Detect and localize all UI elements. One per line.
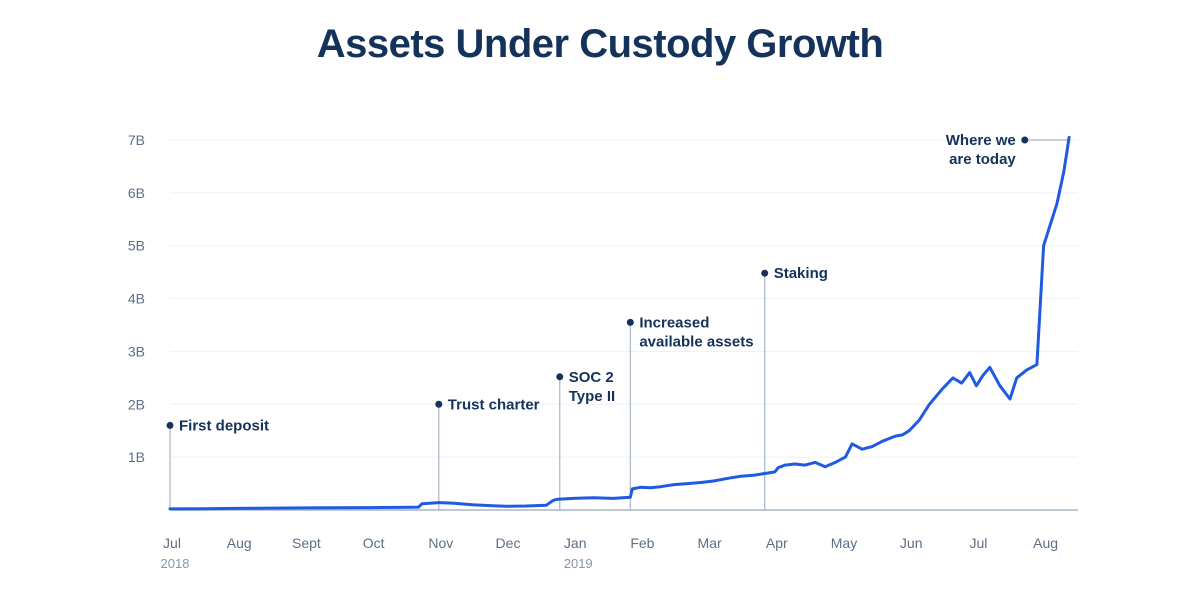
annotation-dot: [1021, 136, 1029, 144]
x-tick-label: Oct: [363, 535, 385, 551]
gridlines: [170, 139, 1078, 458]
x-tick-label: Feb: [630, 535, 654, 551]
x-tick-label: Jul: [163, 535, 181, 551]
x-tick-label: Sept: [292, 535, 321, 551]
annotation-label: SOC 2: [569, 369, 614, 386]
annotation-label: are today: [949, 151, 1016, 168]
annotation-dot: [435, 400, 443, 408]
chart-title: Assets Under Custody Growth: [316, 22, 884, 66]
y-tick-label: 3B: [128, 343, 145, 359]
annotation-label: available assets: [639, 333, 753, 350]
annotation-label: Type II: [569, 388, 615, 405]
x-tick-label: Dec: [496, 535, 521, 551]
annotation-label: Increased: [639, 314, 709, 331]
series-layer: [168, 135, 1071, 511]
annotation-label: Staking: [774, 265, 828, 282]
x-year-label: 2018: [161, 556, 190, 571]
annotation-label: First deposit: [179, 417, 269, 434]
annotation-dot: [761, 269, 769, 277]
series-line: [168, 135, 1071, 511]
annotations: First deposit Trust charter SOC 2 Type II In…: [166, 132, 1070, 510]
x-tick-label: Jul: [969, 535, 987, 551]
y-tick-label: 1B: [128, 449, 145, 465]
x-tick-label: Mar: [698, 535, 722, 551]
annotation-dot: [166, 421, 174, 429]
y-tick-label: 5B: [128, 238, 145, 254]
x-year-label: 2019: [564, 556, 593, 571]
y-tick-label: 6B: [128, 185, 145, 201]
x-tick-label: Jan: [564, 535, 587, 551]
y-tick-label: 4B: [128, 291, 145, 307]
x-axis: Jul Aug Sept Oct Nov Dec Jan Feb Mar Apr May Jun Jul…: [161, 509, 1078, 571]
annotation-dot: [556, 373, 564, 381]
x-tick-label: Aug: [1033, 535, 1058, 551]
annotation-dot: [626, 318, 634, 326]
annotation-label: Trust charter: [448, 396, 540, 413]
y-axis: 1B 2B 3B 4B 5B 6B 7B: [128, 132, 145, 465]
y-tick-label: 2B: [128, 396, 145, 412]
x-tick-label: Apr: [766, 535, 788, 551]
x-tick-label: Jun: [900, 535, 923, 551]
x-tick-label: May: [831, 535, 857, 551]
x-tick-label: Nov: [428, 535, 453, 551]
y-tick-label: 7B: [128, 132, 145, 148]
annotation-label: Where we: [946, 132, 1016, 149]
x-tick-label: Aug: [227, 535, 252, 551]
